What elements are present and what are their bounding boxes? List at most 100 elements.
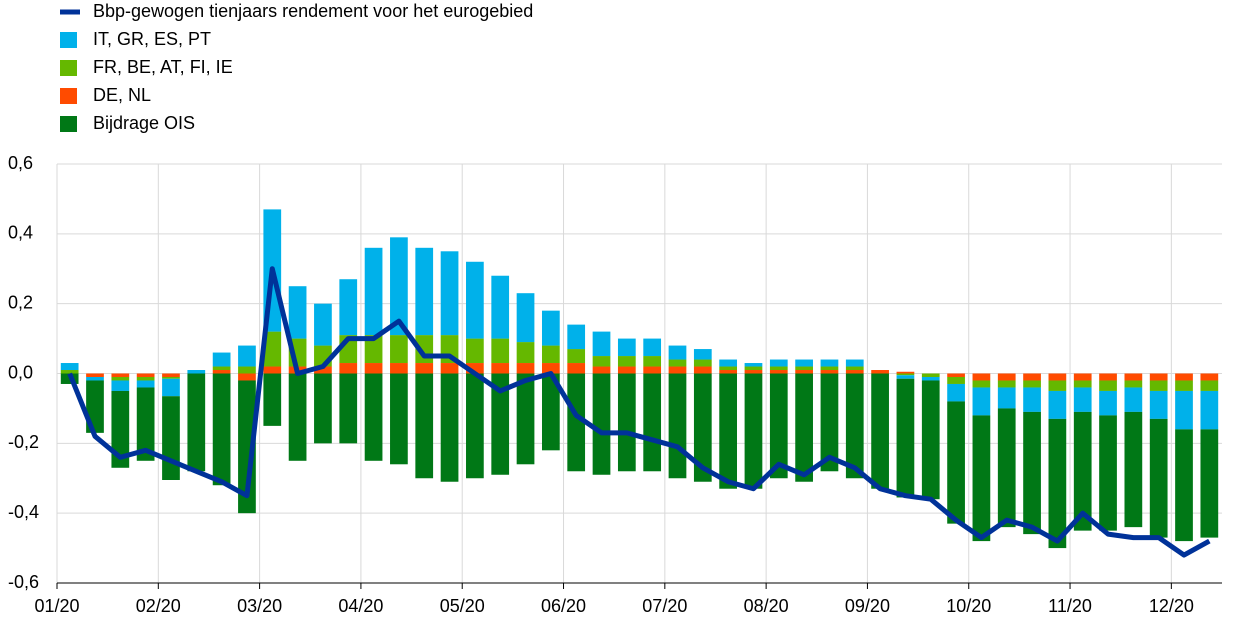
bar-segment [820,366,839,371]
bar-segment [111,380,130,391]
bar-segment [567,373,586,472]
bar-segment [415,363,434,374]
x-tick-label: 12/20 [1149,596,1194,616]
bar-segment [820,370,839,374]
bar-segment [997,387,1016,409]
bar-segment [643,366,662,374]
bar-segment [845,373,864,479]
bar-segment [238,380,256,514]
bar-segment [693,349,712,360]
bar-segment [845,370,864,374]
legend-item: FR, BE, AT, FI, IE [60,57,233,77]
x-tick-label: 04/20 [338,596,383,616]
bar-segment [516,342,535,364]
bar-segment [896,375,915,379]
bar-segment [136,380,155,388]
bar-segment [238,373,256,381]
bar-segment [744,370,763,374]
bar-segment [719,373,738,489]
bar-segment [921,373,940,377]
bar-segment [339,363,358,374]
bar-segment [364,335,383,364]
bar-segment [162,373,180,377]
bar-segment [1099,380,1117,391]
bar-segment [795,366,813,371]
bar-segment [1073,373,1092,381]
bar-segment [896,371,915,374]
bar-segment [896,378,915,498]
bar-segment [1200,380,1219,391]
bar-segment [693,373,712,482]
bar-segment [516,363,535,374]
bar-segment [567,349,586,364]
y-tick-label: 0,0 [8,362,33,382]
bar-segment [617,356,636,367]
bar-segment [60,370,79,374]
bar-segment [1200,429,1219,538]
bar-segment [339,279,358,336]
bar-segment [921,376,940,381]
bar-segment [440,251,459,336]
bar-segment [871,373,889,489]
line-series [67,266,1211,558]
x-tick-label: 02/20 [136,596,181,616]
bar-segment [896,373,915,376]
bar-segment [1048,380,1067,391]
bar-segment [263,373,282,426]
bar-segment [617,373,636,472]
bar-segment [845,359,864,367]
bar-segment [617,366,636,374]
bar-segment [1175,380,1193,391]
bar-segment [238,345,256,367]
bar-segment [567,324,586,350]
bar-segment [1073,380,1092,388]
bar-segment [769,359,788,367]
bar-segment [668,359,687,367]
x-tick-label: 10/20 [946,596,991,616]
bar-segment [339,373,358,444]
bar-segment [769,373,788,479]
bar-segment [592,356,611,367]
bar-segment [1099,415,1117,531]
bar-segment [390,373,408,465]
bar-segment [744,373,763,489]
bar-segment [136,373,155,377]
x-tick-label: 07/20 [642,596,687,616]
bar-segment [719,366,738,371]
bar-segment [947,373,965,377]
bar-segment [1175,429,1193,542]
bar-segment [162,376,180,379]
legend-swatch [60,116,77,132]
legend-label: DE, NL [93,85,151,105]
bar-segment [643,356,662,367]
bar-segment [541,363,560,374]
x-tick-label: 08/20 [744,596,789,616]
bar-segment [1175,390,1193,430]
bar-segment [136,376,155,381]
bar-segment [1048,390,1067,419]
bar-segment [1073,411,1092,531]
bar-segment [162,378,180,397]
bar-segment [263,331,282,367]
bar-segment [668,366,687,374]
y-tick-label: -0,2 [8,432,39,452]
bar-segment [466,338,484,364]
bar-segment [187,370,206,374]
bar-segment [820,359,839,367]
bar-segment [668,373,687,479]
bar-segment [111,373,130,377]
y-tick-label: -0,4 [8,502,39,522]
bar-segment [440,363,459,374]
legend-swatch [60,32,77,48]
x-tick-label: 01/20 [34,596,79,616]
x-tick-label: 06/20 [541,596,586,616]
bar-segment [719,359,738,367]
bar-segment [997,380,1016,388]
x-tick-label: 11/20 [1048,596,1092,616]
bar-segment [1149,390,1168,419]
legend-label: FR, BE, AT, FI, IE [93,57,233,77]
bar-segment [1124,373,1143,381]
bar-segment [668,345,687,360]
bar-segment [212,366,231,371]
bar-segment [947,383,965,402]
